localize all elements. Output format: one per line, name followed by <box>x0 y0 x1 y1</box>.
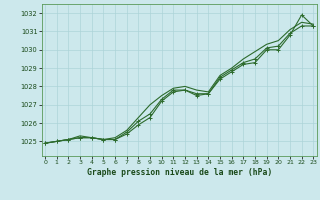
X-axis label: Graphe pression niveau de la mer (hPa): Graphe pression niveau de la mer (hPa) <box>87 168 272 177</box>
